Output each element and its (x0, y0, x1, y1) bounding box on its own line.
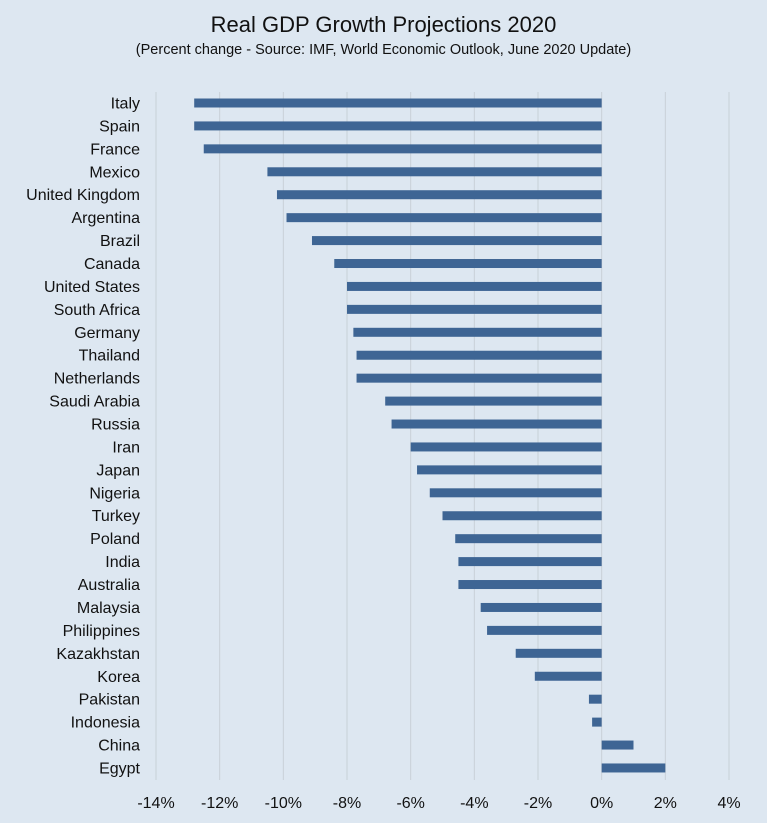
x-tick-label: -10% (265, 795, 302, 812)
category-label: Egypt (99, 760, 140, 777)
category-label: Iran (112, 439, 140, 456)
category-label: Kazakhstan (56, 646, 140, 663)
category-label: Philippines (63, 623, 140, 640)
bar-korea (534, 671, 602, 681)
bar-poland (455, 534, 602, 544)
bar-australia (458, 580, 602, 590)
bar-south-africa (347, 304, 602, 314)
x-tick-label: -4% (460, 795, 488, 812)
category-label: Indonesia (71, 715, 140, 732)
category-label: Mexico (89, 164, 140, 181)
x-tick-label: -6% (396, 795, 424, 812)
x-tick-label: -12% (201, 795, 238, 812)
category-label: Italy (111, 96, 140, 113)
category-label: Russia (91, 417, 140, 434)
bar-turkey (442, 511, 602, 521)
chart-title: Real GDP Growth Projections 2020 (210, 12, 557, 37)
bar-netherlands (356, 373, 602, 383)
bar-canada (334, 259, 602, 269)
x-tick-label: -14% (137, 795, 174, 812)
x-tick-label: -2% (524, 795, 552, 812)
category-label: South Africa (54, 302, 140, 319)
category-label: Argentina (72, 210, 141, 227)
bar-france (203, 144, 602, 154)
category-label: France (90, 141, 140, 158)
bar-united-states (347, 281, 602, 291)
category-label: Japan (96, 462, 140, 479)
category-label: India (105, 554, 140, 571)
x-tick-label: -8% (333, 795, 361, 812)
bar-argentina (286, 213, 602, 223)
bar-india (458, 557, 602, 567)
bar-united-kingdom (276, 190, 602, 200)
bar-china (601, 740, 634, 750)
bar-malaysia (480, 602, 602, 612)
bar-italy (194, 98, 602, 108)
category-label: Germany (74, 325, 140, 342)
category-label: Turkey (92, 508, 140, 525)
category-label: Korea (97, 669, 140, 686)
bar-philippines (487, 625, 602, 635)
category-label: China (98, 738, 140, 755)
x-tick-label: 0% (590, 795, 613, 812)
chart-subtitle: (Percent change - Source: IMF, World Eco… (135, 42, 632, 58)
bar-nigeria (429, 488, 602, 498)
category-label: Malaysia (77, 600, 140, 617)
category-label: Canada (84, 256, 140, 273)
bar-thailand (356, 350, 602, 360)
category-label: Brazil (100, 233, 140, 250)
category-label: Poland (90, 531, 140, 548)
category-label: Pakistan (79, 692, 140, 709)
category-label: Netherlands (54, 371, 140, 388)
bar-japan (417, 465, 602, 475)
bar-iran (410, 442, 602, 452)
bar-mexico (267, 167, 602, 177)
bar-germany (353, 327, 602, 337)
category-label: Nigeria (89, 485, 140, 502)
bar-pakistan (588, 694, 602, 704)
category-label: Saudi Arabia (49, 394, 140, 411)
x-tick-label: 2% (654, 795, 677, 812)
category-label: Thailand (79, 348, 140, 365)
bar-spain (194, 121, 602, 131)
category-label: Spain (99, 118, 140, 135)
category-label: United Kingdom (26, 187, 140, 204)
bar-kazakhstan (515, 648, 602, 658)
x-tick-label: 4% (717, 795, 740, 812)
bar-saudi-arabia (385, 396, 602, 406)
bar-indonesia (592, 717, 602, 727)
category-label: United States (44, 279, 140, 296)
bar-egypt (601, 763, 666, 773)
category-label: Australia (78, 577, 140, 594)
bar-brazil (311, 236, 602, 246)
bar-russia (391, 419, 602, 429)
